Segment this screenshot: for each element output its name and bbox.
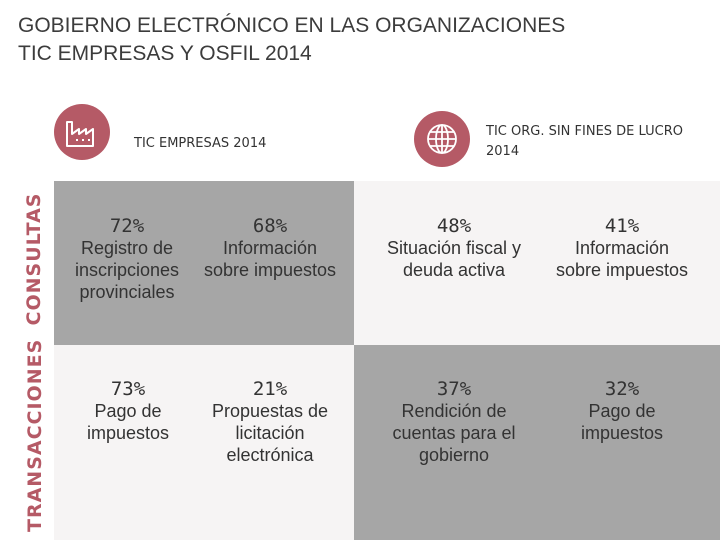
stat-description: Pago de impuestos — [580, 401, 664, 443]
stat-percent: 72% — [109, 215, 145, 237]
stat-description: Información sobre impuestos — [555, 238, 689, 280]
row-label-transacciones: TRANSACCIONES — [24, 338, 46, 532]
stat-percent: 37% — [436, 378, 472, 400]
stat-informacion-impuestos-empresas: 68% Información sobre impuestos — [194, 215, 346, 281]
header-empresas: TIC EMPRESAS 2014 — [134, 136, 267, 151]
stat-pago-impuestos-empresas: 73% Pago de impuestos — [72, 378, 184, 444]
stat-informacion-impuestos-osfil: 41% Información sobre impuestos — [544, 215, 700, 281]
stat-percent: 21% — [252, 378, 288, 400]
stat-percent: 68% — [252, 215, 288, 237]
stat-rendicion-cuentas: 37% Rendición de cuentas para el gobiern… — [378, 378, 530, 466]
globe-icon — [414, 111, 470, 167]
stat-description: Registro de inscripciones provinciales — [74, 238, 180, 302]
title-line-2: TIC EMPRESAS Y OSFIL 2014 — [18, 42, 312, 65]
stat-description: Propuestas de licitación electrónica — [211, 401, 329, 465]
header-osfil: TIC ORG. SIN FINES DE LUCRO 2014 — [486, 124, 683, 159]
cell-consultas-osfil — [354, 181, 720, 345]
stat-description: Rendición de cuentas para el gobierno — [392, 401, 516, 465]
cell-transacciones-osfil — [354, 345, 720, 540]
page-title: GOBIERNO ELECTRÓNICO EN LAS ORGANIZACION… — [18, 12, 565, 68]
stat-description: Pago de impuestos — [86, 401, 170, 443]
cell-transacciones-empresas — [54, 345, 354, 540]
stat-percent: 73% — [110, 378, 146, 400]
stat-description: Situación fiscal y deuda activa — [386, 238, 522, 280]
title-line-1: GOBIERNO ELECTRÓNICO EN LAS ORGANIZACION… — [18, 14, 566, 37]
row-label-consultas: CONSULTAS — [23, 192, 45, 326]
stat-situacion-fiscal: 48% Situación fiscal y deuda activa — [372, 215, 536, 281]
factory-icon — [54, 104, 110, 160]
cell-consultas-empresas — [54, 181, 354, 345]
stat-licitacion-electronica: 21% Propuestas de licitación electrónica — [198, 378, 342, 466]
stat-percent: 32% — [604, 378, 640, 400]
stat-pago-impuestos-osfil: 32% Pago de impuestos — [564, 378, 680, 444]
stat-percent: 48% — [436, 215, 472, 237]
stat-percent: 41% — [604, 215, 640, 237]
stat-registro-inscripciones: 72% Registro de inscripciones provincial… — [62, 215, 192, 303]
stat-description: Información sobre impuestos — [203, 238, 337, 280]
